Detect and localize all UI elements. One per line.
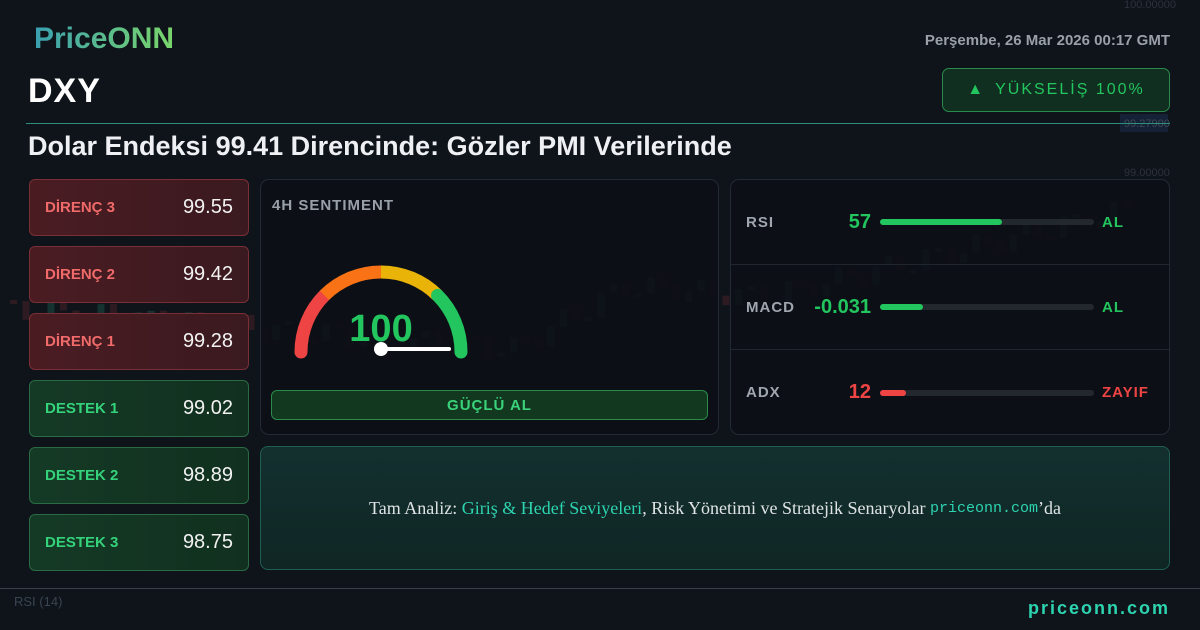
background-candle <box>47 300 55 317</box>
price-axis-label: 99.27900 <box>1124 118 1170 130</box>
gauge-segment-orange <box>319 265 382 301</box>
sentiment-card: 4H SENTIMENT 100 GÜÇLÜ AL <box>260 179 719 435</box>
svg-text:99.00000: 99.00000 <box>1124 167 1170 179</box>
site-url[interactable]: priceonn.com <box>1027 598 1170 618</box>
indicator-row-adx: ADX 12 ZAYIF <box>731 350 1169 435</box>
svg-text:100.00000: 100.00000 <box>1124 0 1176 11</box>
indicator-signal: AL <box>1102 213 1124 231</box>
ticker-symbol: DXY <box>28 72 101 110</box>
level-value: 99.02 <box>182 397 233 419</box>
indicator-signal: ZAYIF <box>1102 384 1149 401</box>
background-candle <box>10 300 17 304</box>
indicators-card: RSI 57 AL MACD -0.031 AL ADX 12 ZAYIF <box>730 179 1170 435</box>
sentiment-label: GÜÇLÜ AL <box>271 390 708 420</box>
level-value: 98.89 <box>182 464 233 486</box>
background-candle <box>97 304 105 315</box>
gauge-segment-green <box>431 288 468 359</box>
indicator-name: ADX <box>746 384 781 401</box>
level-resistance: DİRENÇ 1 99.28 <box>29 313 249 370</box>
full-analysis-banner[interactable]: Tam Analiz: Giriş & Hedef Seviyeleri , R… <box>260 446 1170 570</box>
cta-suffix: ’da <box>1038 497 1061 518</box>
trend-label: YÜKSELİŞ 100% <box>995 81 1145 98</box>
background-candle <box>722 295 730 306</box>
footer-divider <box>0 588 1200 589</box>
level-name: DİRENÇ 1 <box>45 333 116 350</box>
level-resistance: DİRENÇ 2 99.42 <box>29 246 249 303</box>
indicator-row-rsi: RSI 57 AL <box>731 180 1169 265</box>
level-value: 98.75 <box>182 531 233 553</box>
indicator-signal: AL <box>1102 298 1124 316</box>
divider <box>26 123 1170 124</box>
level-value: 99.42 <box>182 263 233 285</box>
level-value: 99.55 <box>182 196 233 218</box>
trend-badge: ▲ YÜKSELİŞ 100% <box>942 68 1170 112</box>
levels-list: DİRENÇ 3 99.55 DİRENÇ 2 99.42 DİRENÇ 1 99.28 D… <box>29 179 249 581</box>
indicator-bar <box>880 219 1094 225</box>
level-name: DESTEK 2 <box>45 467 119 484</box>
background-candle <box>247 314 255 330</box>
level-support: DESTEK 1 99.02 <box>29 380 249 437</box>
indicator-name: MACD <box>746 298 795 316</box>
indicator-bar-fill <box>880 389 906 396</box>
cta-prefix: Tam Analiz: <box>369 497 462 518</box>
gauge-segment-red <box>294 288 331 359</box>
sentiment-value: 100 <box>349 308 413 350</box>
triangle-up-icon: ▲ <box>967 81 986 98</box>
background-candle <box>60 300 67 311</box>
gauge-segment-yellow <box>380 265 443 301</box>
indicator-bar <box>880 304 1094 310</box>
indicator-bar <box>880 389 1094 396</box>
indicator-value: 12 <box>848 381 871 403</box>
level-value: 99.28 <box>182 330 233 352</box>
sentiment-gauge <box>294 265 468 359</box>
level-name: DİRENÇ 2 <box>45 266 116 283</box>
level-resistance: DİRENÇ 3 99.55 <box>29 179 249 236</box>
cta-highlight: Giriş & Hedef Seviyeleri <box>461 497 643 518</box>
indicator-bar-fill <box>880 219 1002 225</box>
indicator-value: 57 <box>848 210 871 233</box>
sentiment-title: 4H SENTIMENT <box>272 197 395 214</box>
gauge-pivot <box>374 342 388 356</box>
headline: Dolar Endeksi 99.41 Direncinde: Gözler P… <box>28 131 732 161</box>
level-support: DESTEK 2 98.89 <box>29 447 249 504</box>
date-time: Perşembe, 26 Mar 2026 00:17 GMT <box>924 32 1170 49</box>
background-candle <box>22 301 30 320</box>
indicator-row-macd: MACD -0.031 AL <box>731 265 1169 350</box>
level-name: DESTEK 3 <box>45 534 119 551</box>
background-candle <box>110 304 117 321</box>
cta-middle: , Risk Yönetimi ve Stratejik Senaryolar <box>642 497 930 518</box>
logo: PriceONN <box>34 22 175 55</box>
indicator-name: RSI <box>746 213 775 231</box>
background-indicator-label: RSI (14) <box>14 594 63 609</box>
cta-site-link[interactable]: priceonn.com <box>929 499 1038 517</box>
background-candle <box>147 310 155 315</box>
level-name: DESTEK 1 <box>45 400 119 417</box>
level-name: DİRENÇ 3 <box>45 199 116 216</box>
indicator-value: -0.031 <box>814 295 871 318</box>
level-support: DESTEK 3 98.75 <box>29 514 249 571</box>
indicator-bar-fill <box>880 304 923 310</box>
